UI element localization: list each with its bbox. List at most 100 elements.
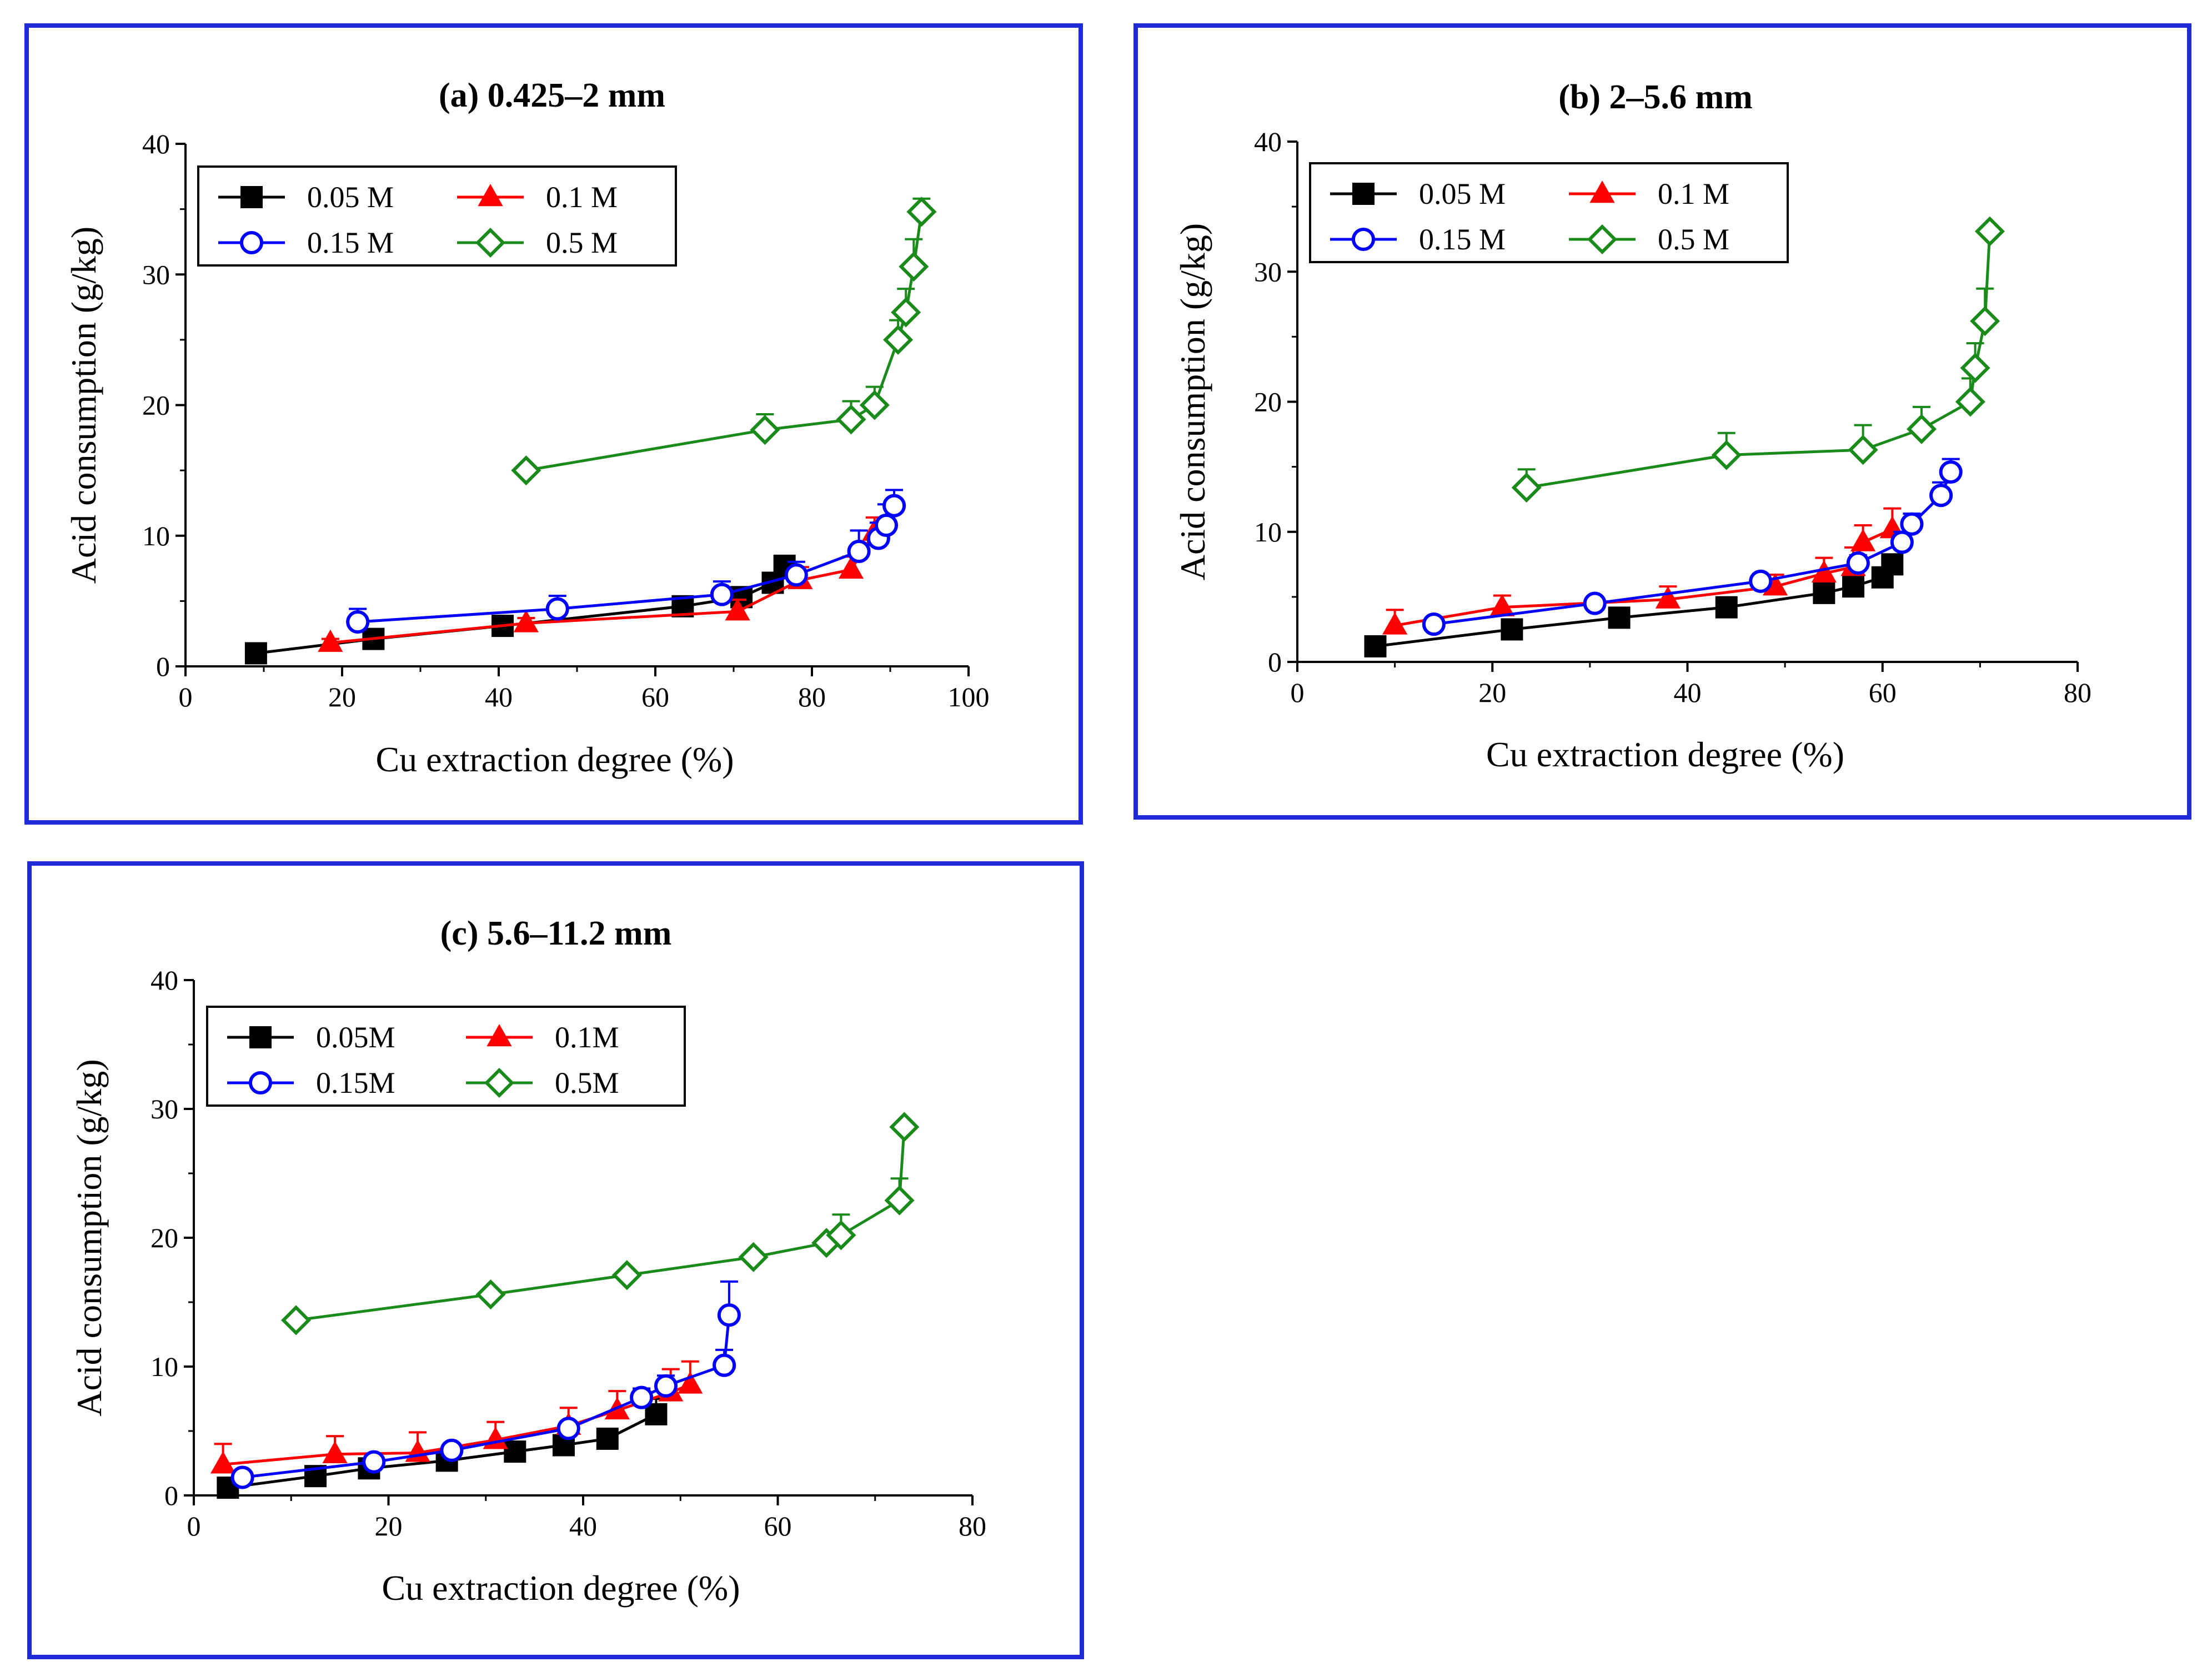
chart-a-y-tick-label: 30 — [142, 259, 170, 290]
chart-b-data-point — [1382, 612, 1408, 635]
chart-a-legend-label: 0.1 M — [546, 180, 618, 214]
chart-c-y-axis-label: Acid consumption (g/kg) — [69, 1059, 109, 1416]
chart-b-data-point — [1511, 473, 1542, 503]
chart-a-x-tick-label: 80 — [798, 681, 826, 712]
chart-a-y-tick-label: 0 — [156, 651, 170, 682]
chart-b-x-tick-label: 0 — [1291, 677, 1305, 708]
chart-a-x-axis-label: Cu extraction degree (%) — [375, 740, 734, 779]
chart-b-legend-marker — [1352, 183, 1375, 205]
chart-a-data-point — [784, 563, 808, 587]
chart-panel-a: (a) 0.425–2 mm 0 20 40 60 80 100 0 10 20 30 40 Cu ex… — [24, 23, 1083, 825]
chart-a-data-point — [513, 610, 539, 632]
chart-a-x-tick-label: 40 — [485, 681, 513, 712]
chart-a-data-point — [838, 556, 864, 579]
chart-b-legend-label: 0.05 M — [1419, 177, 1506, 210]
chart-a-series-3 — [511, 197, 937, 486]
chart-b-data-point — [1900, 512, 1924, 536]
chart-a-data-point — [545, 597, 569, 621]
chart-c-legend-label: 0.05M — [316, 1021, 395, 1054]
chart-a-data-point — [710, 583, 734, 606]
chart-a-legend-label: 0.15 M — [307, 226, 394, 259]
chart-c-data-point — [738, 1242, 769, 1272]
chart-a-title: (a) 0.425–2 mm — [439, 77, 665, 114]
chart-b-series-line — [1526, 231, 1992, 489]
chart-a-legend-label: 0.05 M — [307, 180, 394, 214]
chart-b-data-point — [1974, 216, 2005, 247]
chart-c-data-point — [713, 1353, 736, 1377]
chart-b-data-point — [1842, 575, 1865, 598]
chart-a-legend: 0.05 M 0.1 M 0.15 M 0.5 M — [197, 165, 677, 267]
chart-c-legend-label: 0.15M — [316, 1066, 395, 1099]
chart-a-y-tick-label: 10 — [142, 520, 170, 551]
chart-c-y-tick-label: 30 — [151, 1093, 178, 1124]
chart-b-legend-box — [1309, 162, 1789, 263]
chart-c-data-point — [596, 1427, 619, 1450]
chart-b-data-point — [1906, 414, 1937, 444]
chart-c-data-point — [475, 1279, 506, 1310]
chart-c-legend-marker — [249, 1026, 272, 1048]
chart-a-data-point — [906, 197, 937, 227]
chart-c-y-tick-label: 20 — [151, 1222, 178, 1253]
chart-c-legend-box — [206, 1006, 686, 1107]
chart-c-x-tick-label: 0 — [187, 1510, 201, 1542]
chart-a-data-point — [750, 415, 780, 445]
chart-b-x-tick-label: 40 — [1674, 677, 1702, 708]
chart-panel-b: (b) 2–5.6 mm 0 20 40 60 80 0 10 20 30 40 Cu extract… — [1133, 23, 2191, 820]
chart-c-data-point — [884, 1185, 915, 1216]
chart-b-series-2 — [1422, 458, 1963, 636]
chart-a-data-point — [346, 610, 370, 634]
chart-c-data-point — [556, 1417, 580, 1440]
chart-a-y-tick-label: 40 — [142, 128, 170, 159]
chart-b-series-3 — [1511, 216, 2005, 503]
chart-c-data-point — [210, 1451, 236, 1474]
chart-panel-c: (c) 5.6–11.2 mm 0 20 40 60 80 0 10 20 30 40 Cu extr… — [27, 861, 1084, 1659]
chart-a-data-point — [836, 404, 866, 435]
chart-b-data-point — [1881, 553, 1904, 576]
chart-c-series-2 — [230, 1280, 741, 1489]
chart-b-data-point — [1422, 612, 1446, 636]
chart-c-data-point — [889, 1112, 920, 1142]
chart-b-data-point — [1655, 586, 1681, 609]
chart-c-data-point — [611, 1260, 642, 1291]
chart-b-legend-label: 0.5 M — [1658, 223, 1729, 256]
chart-b-x-axis-label: Cu extraction degree (%) — [1486, 735, 1844, 774]
chart-c-data-point — [630, 1385, 654, 1409]
chart-c-x-axis-label: Cu extraction degree (%) — [382, 1568, 740, 1608]
chart-a-data-point — [511, 455, 541, 486]
chart-c-y-tick-label: 0 — [164, 1480, 178, 1511]
chart-c-data-point — [678, 1371, 703, 1394]
chart-b-title: (b) 2–5.6 mm — [1558, 78, 1753, 116]
chart-b-series-0 — [1364, 553, 1904, 657]
chart-c-data-point — [504, 1440, 526, 1463]
chart-b-data-point — [1848, 435, 1878, 465]
chart-b-legend-marker — [1351, 227, 1376, 252]
chart-a-x-tick-label: 100 — [948, 681, 990, 712]
chart-c-data-point — [645, 1403, 668, 1425]
chart-a-legend-marker — [478, 184, 503, 207]
chart-a-legend-label: 0.5 M — [546, 226, 618, 259]
chart-b-y-tick-label: 20 — [1254, 386, 1282, 418]
chart-c-x-tick-label: 20 — [375, 1510, 403, 1542]
chart-b-data-point — [1583, 591, 1607, 615]
chart-b-y-axis-label: Acid consumption (g/kg) — [1173, 223, 1212, 580]
chart-b-data-point — [1364, 635, 1387, 657]
chart-c-legend-marker — [486, 1024, 512, 1047]
chart-b-legend-marker — [1589, 180, 1615, 203]
chart-b-data-point — [1711, 440, 1742, 470]
chart-b-legend-label: 0.1 M — [1658, 177, 1729, 210]
chart-c-y-tick-label: 40 — [151, 965, 178, 996]
chart-a-data-point — [899, 252, 929, 282]
chart-c-data-point — [280, 1305, 312, 1335]
chart-a-y-axis-label: Acid consumption (g/kg) — [64, 227, 103, 584]
chart-b-data-point — [1929, 484, 1953, 508]
chart-c-x-tick-label: 80 — [959, 1510, 986, 1542]
chart-c-x-tick-label: 60 — [764, 1510, 792, 1542]
chart-b-data-point — [1955, 386, 1985, 417]
chart-b-data-point — [1749, 569, 1773, 593]
chart-c-series-0 — [217, 1398, 668, 1499]
chart-b-y-tick-label: 10 — [1254, 516, 1282, 548]
chart-c-title: (c) 5.6–11.2 mm — [440, 915, 672, 952]
chart-a-legend-marker — [239, 230, 264, 255]
chart-b-data-point — [1489, 594, 1515, 616]
chart-a-data-point — [883, 324, 914, 355]
